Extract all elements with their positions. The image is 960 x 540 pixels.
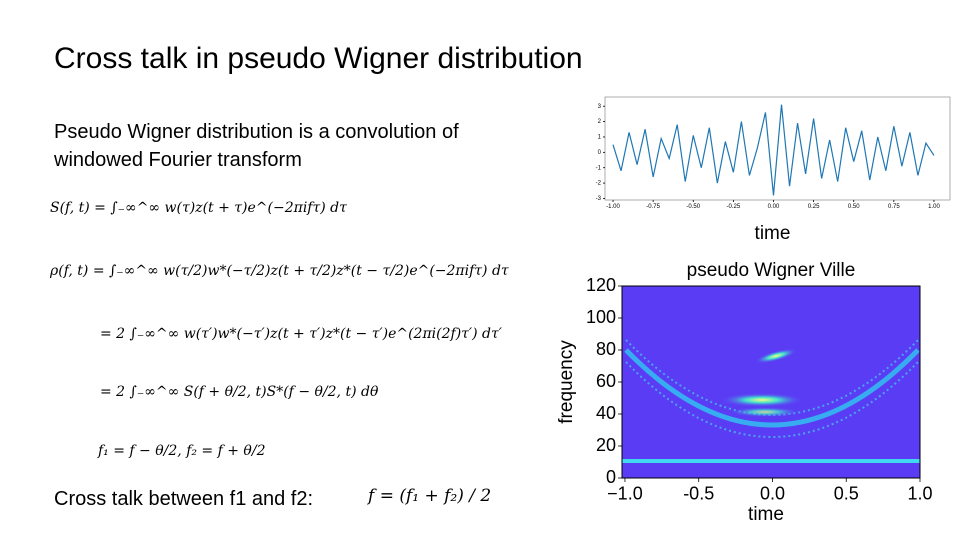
y-axis-label: frequency	[556, 340, 577, 424]
intro-text: Pseudo Wigner distribution is a convolut…	[54, 118, 459, 174]
slide-title: Cross talk in pseudo Wigner distribution	[54, 42, 583, 75]
y-tick-label: 100	[586, 307, 616, 327]
x-tick-label: 0.25	[808, 204, 820, 210]
spectrogram-band	[622, 459, 920, 463]
y-tick-label: 2	[598, 119, 602, 125]
y-tick-label: 1	[598, 135, 602, 141]
x-tick-label: -0.25	[727, 204, 741, 210]
signal-line	[612, 104, 935, 196]
x-tick-label: 0.0	[760, 483, 785, 503]
x-tick-label: 1.00	[928, 204, 940, 210]
x-tick-label: −1.0	[607, 483, 643, 503]
y-tick-label: 3	[598, 104, 602, 110]
x-tick-label: -1.00	[606, 204, 620, 210]
y-tick-label: -2	[596, 181, 602, 187]
spectrogram-blob	[754, 348, 798, 364]
y-tick-label: 40	[596, 403, 616, 423]
intro-line: windowed Fourier transform	[54, 149, 302, 171]
spectrogram-image	[622, 286, 920, 478]
equation: ρ(f, t) = ∫₋∞^∞ w(τ/2)w*(−τ/2)z(t + τ/2)…	[50, 263, 509, 279]
cross-talk-formula: f = (f₁ + f₂) / 2	[368, 486, 492, 506]
y-tick-label: 120	[586, 275, 616, 295]
equation: f₁ = f − θ/2, f₂ = f + θ/2	[98, 443, 266, 459]
y-tick-label: -3	[596, 196, 602, 202]
equation: = 2 ∫₋∞^∞ w(τ′)w*(−τ′)z(t + τ′)z*(t − τ′…	[100, 326, 502, 342]
x-tick-label: -0.5	[683, 483, 714, 503]
x-tick-label: -0.50	[686, 204, 700, 210]
y-tick-label: 80	[596, 339, 616, 359]
x-axis-label: time	[755, 223, 791, 244]
x-tick-label: 0.00	[768, 204, 780, 210]
x-tick-label: 1.0	[907, 483, 932, 503]
y-tick-label: -1	[596, 165, 602, 171]
intro-line: Pseudo Wigner distribution is a convolut…	[54, 121, 459, 143]
spectrogram-ridge	[625, 361, 919, 438]
y-tick-label: 20	[596, 435, 616, 455]
spectrogram-ridge	[625, 339, 919, 416]
x-tick-label: -0.75	[646, 204, 660, 210]
x-tick-label: 0.5	[834, 483, 859, 503]
x-tick-label: 0.75	[888, 204, 900, 210]
x-axis-label: time	[748, 504, 784, 525]
y-tick-label: 60	[596, 371, 616, 391]
chart-title: pseudo Wigner Ville	[687, 260, 856, 281]
spectrogram-ridge	[624, 348, 920, 428]
y-tick-label: 0	[598, 150, 602, 156]
equation: S(f, t) = ∫₋∞^∞ w(τ)z(t + τ)e^(−2πifτ) d…	[50, 200, 347, 216]
y-tick-label: 0	[606, 467, 616, 487]
cross-talk-label: Cross talk between f1 and f2:	[54, 488, 314, 510]
spectrogram-blob	[729, 407, 801, 417]
spectrogram-blob	[720, 393, 804, 407]
spectrogram-background	[622, 286, 920, 478]
x-tick-label: 0.50	[848, 204, 860, 210]
equation: = 2 ∫₋∞^∞ S(f + θ/2, t)S*(f − θ/2, t) dθ	[100, 384, 379, 400]
